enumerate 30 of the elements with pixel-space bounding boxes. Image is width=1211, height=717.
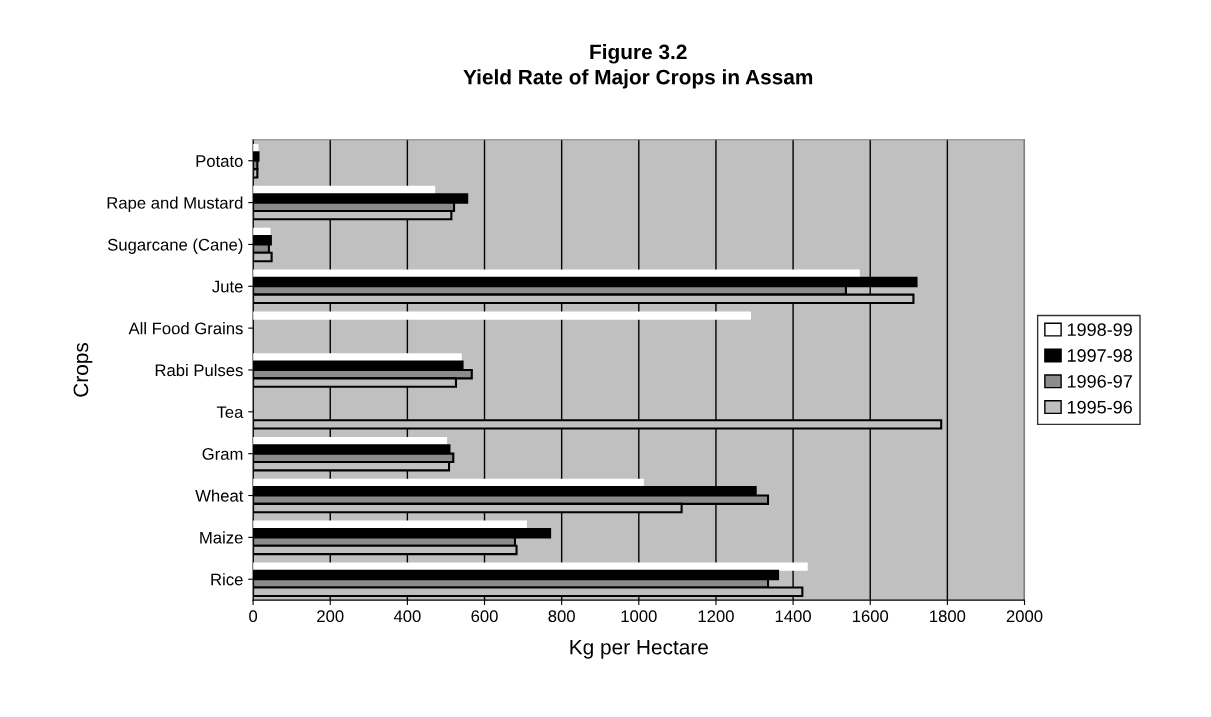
- legend-label: 1996-97: [1067, 374, 1132, 388]
- x-tick-label: 800: [548, 610, 575, 623]
- x-tick-label: 400: [393, 610, 421, 623]
- y-tick-label: Rape and Mustard: [107, 196, 243, 213]
- x-tick-label: 1600: [852, 610, 889, 623]
- chart-title: Figure 3.2: [590, 44, 687, 64]
- y-tick-label: Gram: [202, 448, 243, 460]
- chart-subtitle: Yield Rate of Major Crops in Assam: [463, 69, 813, 89]
- x-tick-label: 0: [249, 610, 258, 623]
- y-tick-label: Sugarcane (Cane): [107, 238, 243, 254]
- x-tick-label: 200: [317, 610, 344, 623]
- y-tick-label: Jute: [212, 280, 243, 293]
- x-tick-label: 1400: [775, 610, 811, 623]
- x-tick-label: 1800: [930, 610, 966, 623]
- y-tick-label: Potato: [196, 155, 243, 167]
- legend-label: 1997-98: [1067, 349, 1132, 362]
- y-tick-label: Wheat: [195, 489, 244, 502]
- y-axis-title: Crops: [73, 342, 93, 397]
- legend-label: 1998-99: [1067, 323, 1132, 337]
- legend-label: 1995-96: [1067, 400, 1132, 414]
- x-tick-label: 1000: [621, 610, 657, 623]
- y-tick-label: Tea: [216, 406, 244, 419]
- x-tick-label: 600: [471, 610, 498, 623]
- y-tick-label: Rice: [211, 573, 243, 586]
- y-tick-label: Rabi Pulses: [155, 363, 243, 377]
- y-tick-label: Maize: [200, 531, 243, 544]
- x-tick-label: 2000: [1006, 610, 1043, 623]
- y-tick-label: All Food Grains: [128, 322, 243, 335]
- x-tick-label: 1200: [698, 610, 734, 623]
- x-axis-title: Kg per Hectare: [570, 640, 708, 659]
